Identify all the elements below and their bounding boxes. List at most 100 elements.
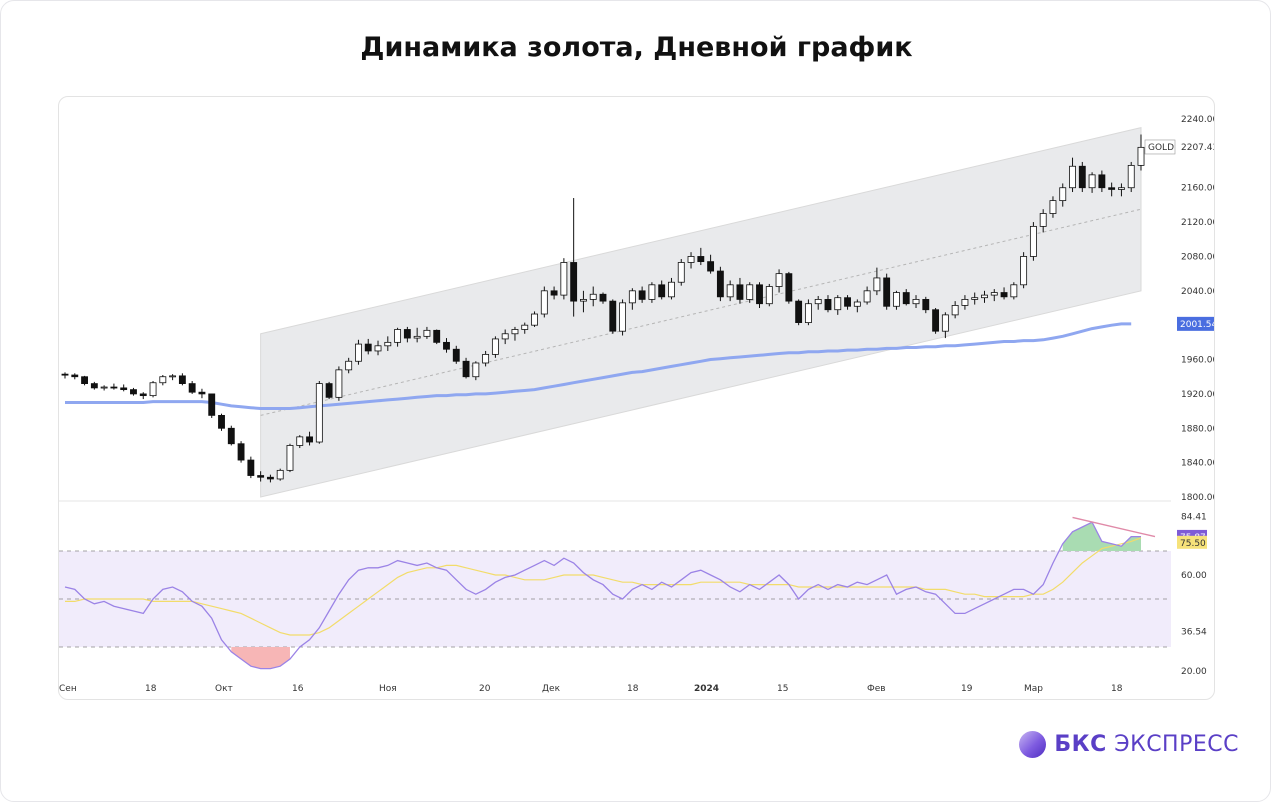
candle — [756, 282, 763, 308]
rsi-ma-line — [65, 537, 1142, 636]
candle — [1127, 161, 1135, 193]
candle — [1039, 209, 1047, 233]
candle — [668, 277, 675, 300]
candle — [687, 252, 695, 269]
symbol-tag: GOLD — [1148, 143, 1174, 153]
candle — [257, 471, 265, 482]
candle — [716, 266, 724, 302]
candle — [296, 435, 304, 449]
brand-name-part2: ЭКСПРЕСС — [1106, 731, 1239, 757]
page-title: Динамика золота, Дневной график — [360, 32, 913, 63]
candle — [413, 327, 421, 343]
candle — [775, 269, 783, 293]
candle — [1000, 287, 1008, 300]
candle — [452, 345, 460, 364]
candle — [443, 338, 450, 353]
candle — [130, 387, 137, 396]
candle — [609, 299, 617, 334]
candle — [1108, 182, 1116, 197]
candle — [100, 385, 108, 391]
candle — [433, 329, 441, 345]
candle — [951, 301, 959, 319]
candle — [81, 375, 88, 386]
candle — [511, 326, 519, 341]
rsi-oversold-fill — [231, 647, 290, 669]
symbol-tag-box — [1144, 139, 1176, 155]
candle — [286, 443, 294, 473]
candle — [61, 372, 69, 379]
rsi-line — [64, 521, 1141, 670]
x-tick-label: Дек — [542, 684, 561, 694]
candle — [159, 375, 167, 386]
candle — [384, 336, 392, 351]
candle — [726, 280, 734, 302]
rsi-tick-label: 84.41 — [1181, 512, 1207, 522]
candle — [795, 299, 803, 326]
candle — [736, 277, 744, 304]
x-tick-label: Сен — [59, 684, 77, 694]
candle — [589, 286, 597, 307]
candle — [472, 361, 480, 381]
candle — [902, 289, 910, 306]
candle — [345, 357, 353, 374]
candle — [844, 295, 851, 310]
last-price-label: 2207.43 — [1181, 143, 1214, 153]
x-tick-label: 18 — [145, 684, 157, 694]
candle — [521, 322, 529, 334]
candle — [208, 393, 216, 418]
price-tick-label: 2240.00 — [1181, 115, 1214, 125]
candle — [707, 254, 715, 274]
price-tick-label: 2040.00 — [1181, 287, 1214, 297]
candle — [110, 383, 118, 390]
candle — [873, 267, 881, 296]
candle — [1088, 172, 1096, 193]
x-tick-label: 15 — [777, 684, 788, 694]
brand-icon — [1019, 730, 1047, 758]
candle — [482, 350, 490, 367]
price-tick-label: 1840.00 — [1181, 459, 1214, 469]
divergence-line — [1072, 516, 1156, 538]
candle — [746, 282, 754, 303]
candle — [677, 259, 685, 286]
candle — [599, 292, 607, 304]
candle — [863, 286, 871, 305]
candle — [638, 286, 646, 303]
candle — [306, 431, 313, 446]
candle — [804, 299, 812, 326]
x-tick-label: 20 — [479, 684, 491, 694]
candle — [834, 295, 842, 315]
candle — [1118, 183, 1125, 197]
brand-name-part1: БКС — [1054, 731, 1107, 757]
rsi-overbought-fill — [1062, 522, 1141, 551]
x-tick-label: 18 — [1111, 684, 1123, 694]
candle — [912, 295, 920, 308]
candle — [824, 295, 832, 313]
candle — [765, 283, 773, 307]
candle — [941, 312, 949, 339]
candle — [658, 280, 666, 300]
candle — [139, 392, 147, 400]
candle — [560, 258, 568, 300]
candle — [550, 286, 558, 300]
candle — [570, 198, 578, 317]
candle — [90, 381, 98, 390]
rsi-tick-label: 20.00 — [1181, 667, 1207, 677]
price-tick-label: 2160.00 — [1181, 184, 1214, 194]
candle — [961, 295, 969, 310]
candle — [1049, 196, 1057, 218]
candle — [120, 384, 128, 392]
rsi-tick-label: 36.54 — [1181, 627, 1207, 637]
candle — [188, 381, 196, 394]
candle — [1078, 161, 1086, 193]
candle — [247, 456, 255, 479]
candle — [648, 282, 656, 303]
brand-logo: БКС ЭКСПРЕСС — [1019, 730, 1239, 758]
candle — [932, 308, 940, 334]
price-tick-label: 1920.00 — [1181, 390, 1214, 400]
price-tick-label: 1880.00 — [1181, 424, 1214, 434]
candle — [1029, 222, 1037, 261]
x-tick-label: 18 — [627, 684, 639, 694]
candle — [374, 340, 382, 356]
candle — [1137, 134, 1145, 171]
